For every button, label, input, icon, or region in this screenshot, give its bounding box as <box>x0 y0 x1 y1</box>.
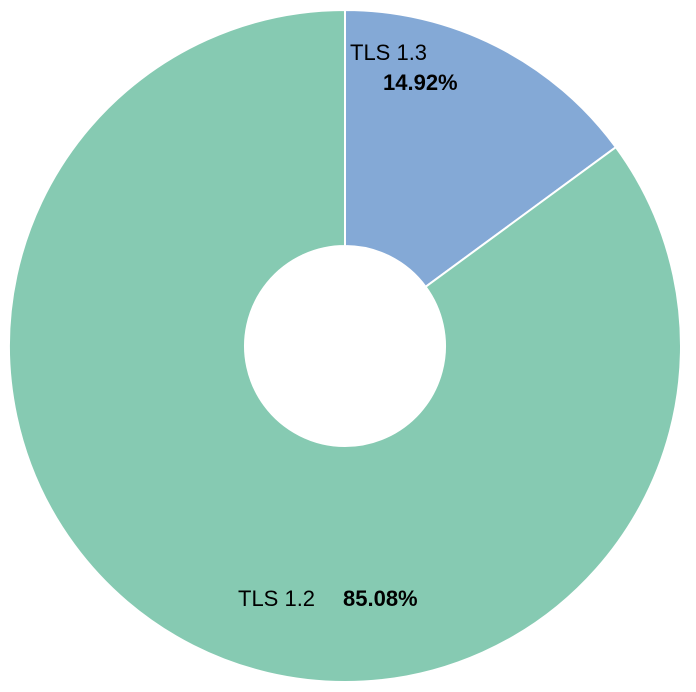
slice-tls-1-2 <box>8 8 683 683</box>
slice-value-tls12: 85.08% <box>343 586 418 611</box>
slice-tls-1-3 <box>344 8 618 289</box>
slice-value-tls13: 14.92% <box>383 70 458 95</box>
slice-label-tls12: TLS 1.2 <box>238 586 315 611</box>
slice-label-tls13: TLS 1.3 <box>350 40 427 65</box>
